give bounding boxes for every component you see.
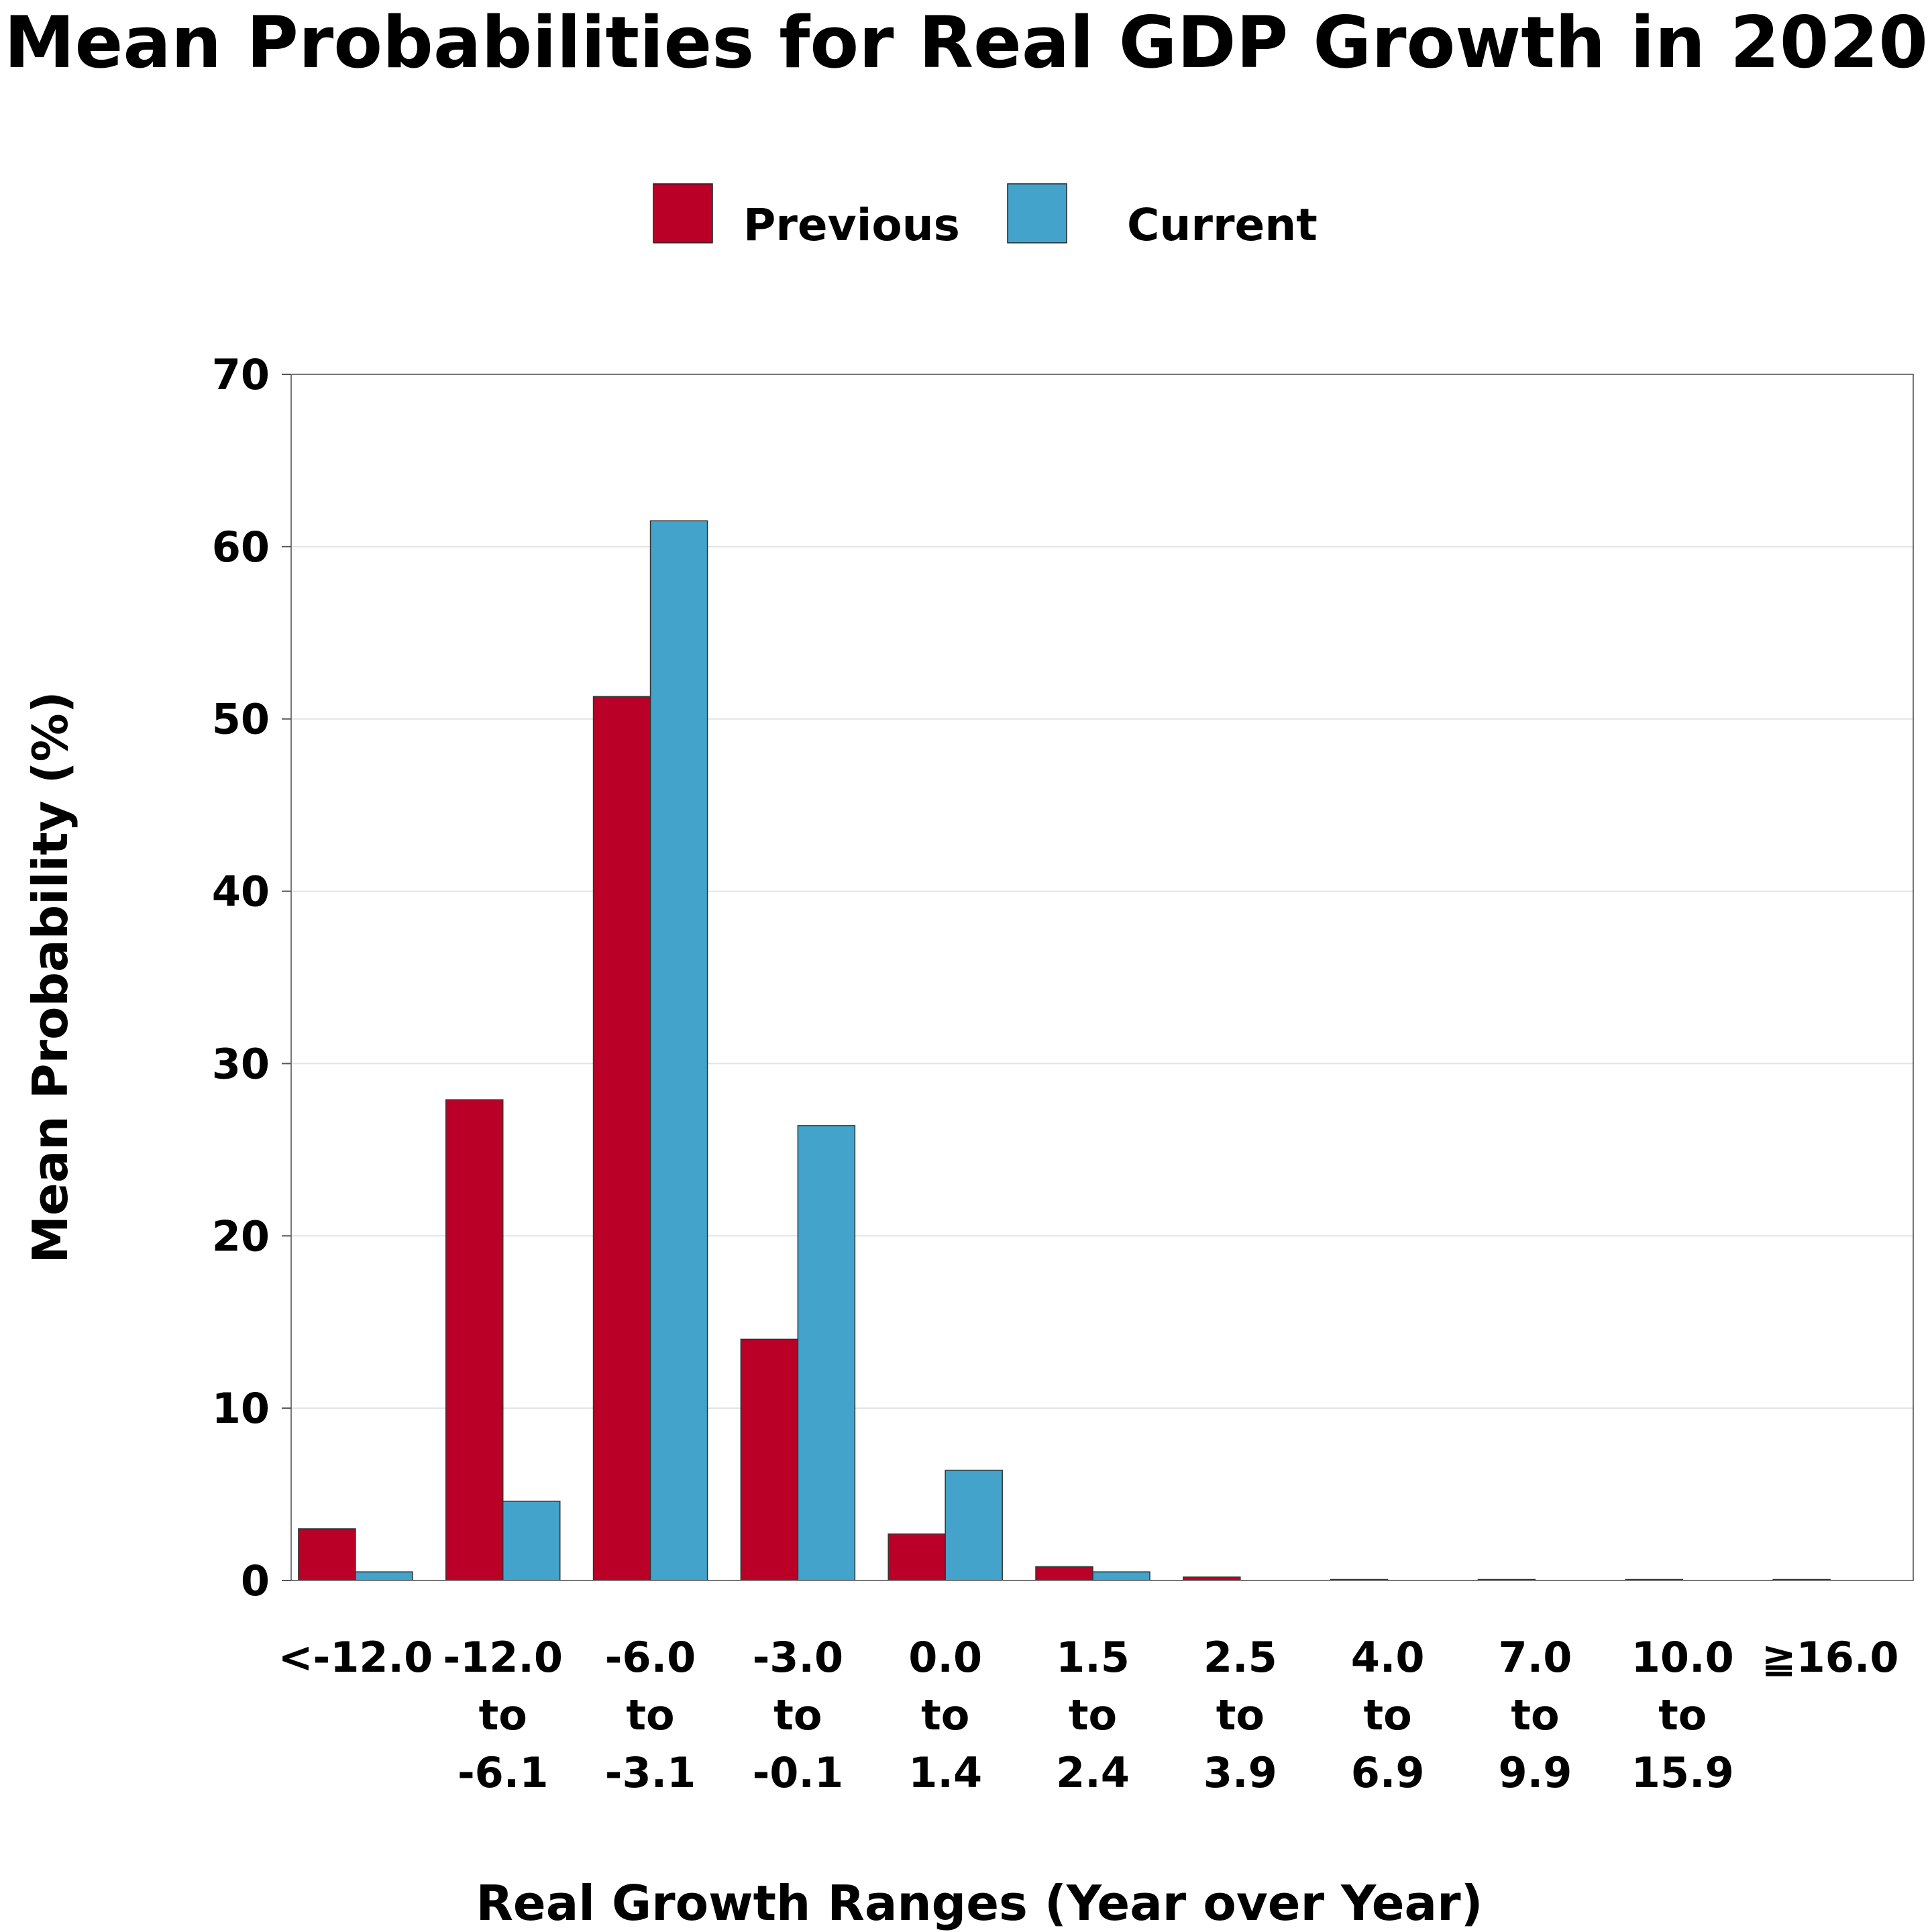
y-tick-label: 30 (212, 1039, 270, 1088)
y-tick-label: 0 (241, 1556, 270, 1605)
bar-previous (740, 1338, 799, 1581)
x-tick-label: ≧16.0 (1762, 1633, 1899, 1682)
gridlines (291, 545, 1913, 1409)
y-tick-label: 60 (212, 523, 270, 572)
bar-current (502, 1501, 561, 1581)
legend: Previous Current (653, 183, 1318, 251)
x-tick-label: 6.9 (1351, 1748, 1425, 1797)
x-tick-label: -3.1 (605, 1748, 696, 1797)
bar-previous (888, 1533, 946, 1581)
legend-swatch-previous (653, 183, 713, 244)
x-tick-label: to (626, 1690, 674, 1739)
x-tick-label: 15.9 (1631, 1748, 1734, 1797)
x-tick-label: -0.1 (753, 1748, 844, 1797)
bar-previous (445, 1099, 504, 1581)
chart-title: Mean Probabilities for Real GDP Growth i… (4, 1, 1928, 84)
bar-previous (1035, 1566, 1093, 1581)
bar-current (945, 1469, 1003, 1581)
y-axis: 0 10 20 30 40 50 60 70 (212, 350, 291, 1605)
x-tick-label: 1.4 (908, 1748, 982, 1797)
y-tick-label: 20 (212, 1212, 270, 1260)
bar-previous (298, 1528, 356, 1581)
plot-area-border (290, 374, 1914, 1581)
x-tick-label: 2.4 (1056, 1748, 1130, 1797)
x-axis: <-12.0 -12.0 to -6.1 -6.0 to -3.1 -3.0 to -0.1 0.0… (278, 1633, 1899, 1797)
x-tick-label: to (921, 1690, 969, 1739)
x-tick-label: -6.1 (458, 1748, 549, 1797)
x-tick-label: to (479, 1690, 527, 1739)
y-tick-label: 50 (212, 695, 270, 744)
x-tick-label: 7.0 (1499, 1633, 1572, 1682)
x-tick-label: 0.0 (908, 1633, 982, 1682)
x-tick-label: to (773, 1690, 822, 1739)
y-axis-title: Mean Probability (%) (22, 691, 78, 1263)
x-tick-label: to (1364, 1690, 1412, 1739)
legend-label-current: Current (1127, 199, 1318, 251)
x-tick-label: 2.5 (1203, 1633, 1277, 1682)
bars (298, 520, 1831, 1581)
x-tick-label: 10.0 (1631, 1633, 1734, 1682)
legend-label-previous: Previous (743, 199, 960, 251)
y-tick-label: 10 (212, 1384, 270, 1433)
x-tick-label: -3.0 (753, 1633, 844, 1682)
x-tick-label: 4.0 (1351, 1633, 1425, 1682)
x-tick-label: 9.9 (1499, 1748, 1572, 1797)
bar-previous (592, 696, 651, 1581)
bar-current (649, 520, 708, 1581)
x-tick-label: to (1216, 1690, 1265, 1739)
bar-current (355, 1571, 413, 1581)
x-tick-label: to (1511, 1690, 1559, 1739)
x-tick-label: 3.9 (1203, 1748, 1277, 1797)
bar-current (797, 1125, 856, 1581)
y-tick-label: 40 (212, 867, 270, 916)
bar-current (1092, 1571, 1150, 1581)
legend-swatch-current (1007, 183, 1067, 244)
y-tick-label: 70 (212, 350, 270, 399)
x-tick-label: to (1658, 1690, 1707, 1739)
x-tick-label: -6.0 (605, 1633, 696, 1682)
x-axis-title: Real Growth Ranges (Year over Year) (476, 1875, 1483, 1931)
x-tick-label: -12.0 (443, 1633, 563, 1682)
x-tick-label: <-12.0 (278, 1633, 433, 1682)
x-tick-label: to (1069, 1690, 1117, 1739)
x-tick-label: 1.5 (1056, 1633, 1130, 1682)
